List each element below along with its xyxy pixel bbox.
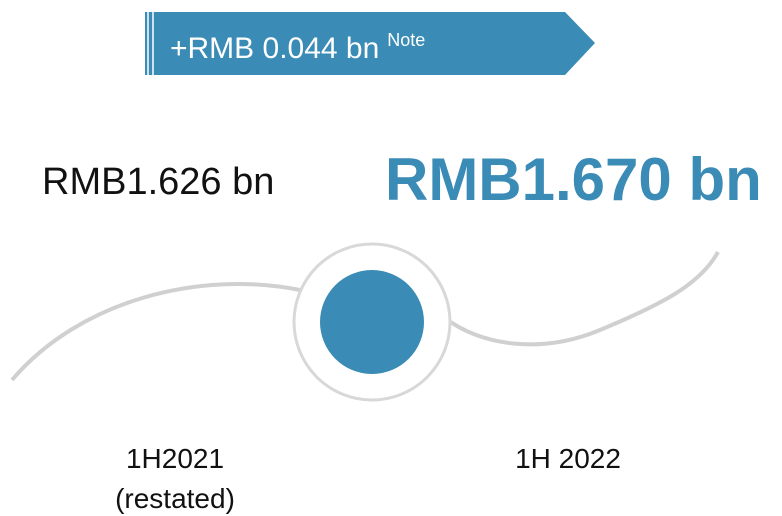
banner-main: +RMB 0.044 bn xyxy=(170,32,379,65)
current-period: 1H 2022 xyxy=(515,443,621,474)
left-curve xyxy=(10,282,301,382)
banner-text: +RMB 0.044 bn Note xyxy=(170,30,425,65)
right-curve xyxy=(443,251,720,347)
previous-period: 1H2021 xyxy=(126,443,224,474)
previous-value: RMB1.626 bn xyxy=(42,161,274,203)
previous-period-note: (restated) xyxy=(115,483,235,514)
banner-note: Note xyxy=(387,30,425,50)
current-value: RMB1.670 bn xyxy=(385,146,762,213)
center-dot xyxy=(320,270,424,374)
banner xyxy=(145,12,595,75)
